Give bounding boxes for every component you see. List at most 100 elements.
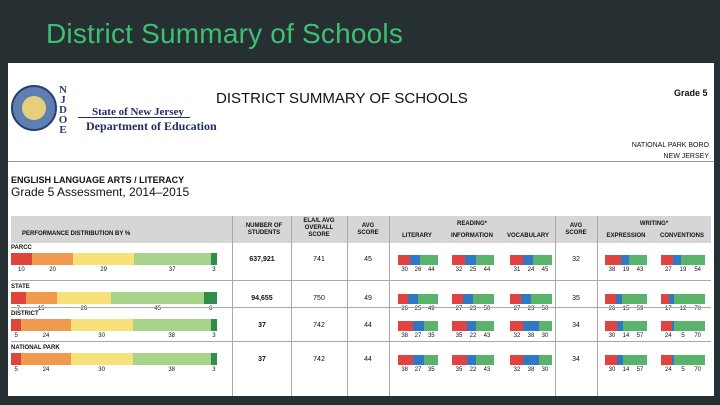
expression-segment bbox=[622, 294, 647, 304]
avg-score-writing: 34 bbox=[572, 356, 580, 363]
vocabulary-bar bbox=[510, 255, 552, 265]
vocabulary-segment bbox=[523, 255, 534, 265]
information-segment bbox=[475, 321, 494, 331]
performance-level-value: 45 bbox=[154, 306, 162, 312]
expression-bar bbox=[605, 321, 647, 331]
literary-segment bbox=[398, 294, 409, 304]
header-performance-distribution: PERFORMANCE DISTRIBUTION BY % bbox=[22, 231, 131, 237]
information-value: 35 bbox=[455, 367, 463, 373]
vocabulary-bar bbox=[510, 355, 552, 365]
expression-bar bbox=[605, 255, 647, 265]
expression-segment bbox=[615, 294, 623, 304]
expression-bar bbox=[605, 355, 647, 365]
performance-level-segment bbox=[11, 253, 32, 265]
performance-level-value: 3 bbox=[212, 333, 216, 339]
literary-value: 25 bbox=[414, 306, 422, 312]
literary-bar bbox=[398, 255, 438, 265]
column-divider bbox=[232, 216, 233, 401]
agency-divider bbox=[78, 117, 190, 118]
performance-level-value: 5 bbox=[14, 367, 18, 373]
expression-value: 14 bbox=[622, 367, 630, 373]
literary-value: 38 bbox=[401, 333, 408, 339]
vocabulary-value: 32 bbox=[513, 333, 521, 339]
conventions-value: 70 bbox=[694, 367, 701, 373]
row-divider bbox=[11, 341, 711, 342]
performance-level-value: 38 bbox=[168, 333, 176, 339]
information-segment bbox=[452, 255, 466, 265]
row-label: NATIONAL PARK bbox=[11, 345, 60, 351]
performance-level-segment bbox=[204, 292, 217, 304]
header-literary: LITERARY bbox=[402, 233, 432, 239]
performance-level-value: 38 bbox=[168, 367, 176, 373]
nj-seal-logo bbox=[11, 85, 57, 131]
literary-value: 35 bbox=[427, 367, 435, 373]
expression-segment bbox=[617, 355, 624, 365]
expression-value: 59 bbox=[636, 306, 644, 312]
performance-level-segment bbox=[110, 292, 205, 304]
information-value: 22 bbox=[469, 367, 477, 373]
assessment-heading: Grade 5 Assessment, 2014–2015 bbox=[11, 185, 190, 199]
ela-avg-overall-score: 741 bbox=[313, 256, 325, 263]
literary-bar bbox=[398, 355, 438, 365]
number-of-students: 637,921 bbox=[249, 256, 275, 263]
header-avg-score: AVG SCORE bbox=[357, 223, 379, 236]
slide-title: District Summary of Schools bbox=[46, 18, 404, 49]
conventions-value: 5 bbox=[681, 367, 685, 373]
expression-segment bbox=[605, 294, 616, 304]
information-bar bbox=[452, 355, 494, 365]
number-of-students: 37 bbox=[258, 322, 266, 329]
performance-level-segment bbox=[25, 292, 57, 304]
expression-value: 19 bbox=[622, 267, 630, 273]
performance-level-value: 24 bbox=[42, 367, 50, 373]
performance-level-value: 7 bbox=[16, 306, 20, 312]
expression-segment bbox=[620, 255, 629, 265]
header-divider bbox=[8, 161, 714, 162]
literary-bar bbox=[398, 294, 438, 304]
conventions-segment bbox=[671, 321, 674, 331]
performance-level-segment bbox=[11, 292, 26, 304]
conventions-bar bbox=[661, 255, 705, 265]
avg-score: 49 bbox=[364, 295, 372, 302]
conventions-value: 24 bbox=[664, 333, 672, 339]
information-value: 32 bbox=[455, 267, 463, 273]
literary-value: 30 bbox=[401, 267, 408, 273]
vocabulary-segment bbox=[510, 255, 524, 265]
vocabulary-segment bbox=[510, 294, 522, 304]
vocabulary-value: 23 bbox=[527, 306, 535, 312]
header-writing: WRITING* bbox=[639, 221, 669, 227]
literary-value: 35 bbox=[427, 333, 435, 339]
expression-value: 26 bbox=[608, 306, 616, 312]
avg-score-writing: 34 bbox=[572, 322, 580, 329]
information-segment bbox=[466, 321, 476, 331]
vocabulary-bar bbox=[510, 321, 552, 331]
avg-score-writing: 32 bbox=[572, 256, 580, 263]
performance-distribution-bar bbox=[11, 319, 217, 331]
vocabulary-value: 31 bbox=[513, 267, 521, 273]
avg-score: 44 bbox=[364, 356, 372, 363]
performance-level-value: 5 bbox=[14, 333, 18, 339]
conventions-bar bbox=[661, 321, 705, 331]
information-value: 22 bbox=[469, 333, 477, 339]
performance-level-segment bbox=[133, 253, 211, 265]
information-value: 23 bbox=[469, 306, 477, 312]
vocabulary-bar bbox=[510, 294, 552, 304]
avg-score-writing: 35 bbox=[572, 295, 580, 302]
conventions-value: 24 bbox=[664, 367, 672, 373]
document-title: DISTRICT SUMMARY OF SCHOOLS bbox=[216, 90, 468, 107]
conventions-segment bbox=[661, 355, 672, 365]
ela-avg-overall-score: 742 bbox=[313, 322, 325, 329]
conventions-value: 27 bbox=[664, 267, 672, 273]
literary-segment bbox=[398, 321, 414, 331]
ela-avg-overall-score: 750 bbox=[313, 295, 325, 302]
performance-level-value: 30 bbox=[98, 333, 105, 339]
information-segment bbox=[465, 255, 476, 265]
information-segment bbox=[472, 294, 494, 304]
conventions-segment bbox=[673, 355, 705, 365]
performance-level-segment bbox=[31, 253, 74, 265]
expression-value: 57 bbox=[636, 333, 644, 339]
performance-distribution-bar bbox=[11, 292, 217, 304]
conventions-value: 17 bbox=[664, 306, 672, 312]
row-label: STATE bbox=[11, 284, 30, 290]
conventions-segment bbox=[661, 255, 673, 265]
